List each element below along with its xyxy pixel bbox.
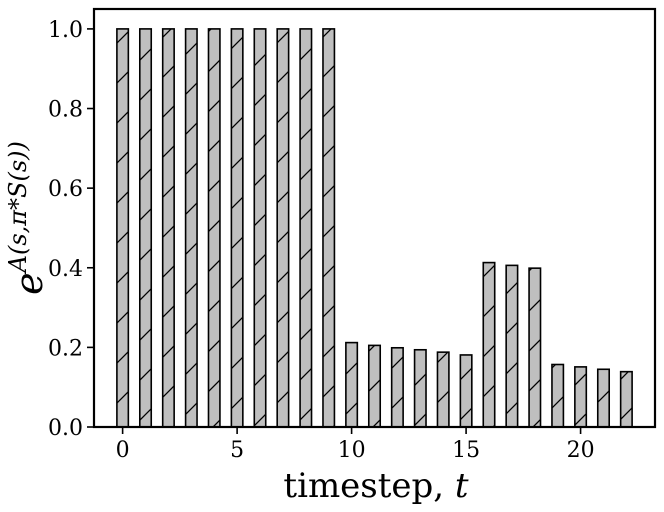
bar-hatch-17 bbox=[505, 264, 519, 428]
x-axis-label: timestep, t bbox=[283, 466, 469, 506]
bar-hatch-13 bbox=[413, 348, 427, 428]
y-axis-ticks: 0.0 0.2 0.4 0.6 0.8 1.0 bbox=[48, 18, 94, 441]
bar-hatch-8 bbox=[299, 28, 313, 428]
bar-hatch-4 bbox=[207, 28, 221, 428]
x-tick-label: 10 bbox=[338, 438, 366, 463]
y-tick-label: 1.0 bbox=[48, 18, 83, 43]
y-tick-label: 0.8 bbox=[48, 98, 83, 123]
bar-hatch-7 bbox=[276, 28, 290, 428]
bar-hatch-11 bbox=[367, 344, 382, 428]
x-tick-label: 15 bbox=[452, 438, 480, 463]
y-axis-label-base: e bbox=[7, 272, 51, 295]
bar-hatch-9 bbox=[322, 28, 336, 428]
bar-hatch-1 bbox=[138, 28, 153, 428]
x-axis-ticks: 0 5 10 15 20 bbox=[116, 427, 595, 463]
y-tick-label: 0.4 bbox=[48, 257, 83, 282]
bar-hatch-14 bbox=[436, 351, 450, 428]
bar-hatch-0 bbox=[116, 28, 130, 428]
y-tick-label: 0.0 bbox=[48, 416, 83, 441]
bar-hatch-3 bbox=[184, 28, 198, 428]
y-axis-label: eA(s,π*S(s)) bbox=[4, 141, 51, 295]
bar-hatch-16 bbox=[482, 261, 496, 428]
bar-hatch-22 bbox=[619, 370, 633, 428]
bar-hatch-12 bbox=[390, 346, 404, 428]
y-tick-label: 0.2 bbox=[48, 336, 83, 361]
x-tick-label: 0 bbox=[116, 438, 130, 463]
bar-hatch-18 bbox=[528, 267, 542, 428]
bar-hatch-10 bbox=[345, 341, 359, 428]
x-axis-label-text: timestep, bbox=[283, 466, 455, 506]
x-axis-label-var: t bbox=[455, 466, 469, 506]
bar-hatch-5 bbox=[230, 28, 244, 428]
y-tick-label: 0.6 bbox=[48, 177, 83, 202]
x-tick-label: 5 bbox=[230, 438, 244, 463]
y-axis-label-exponent: A(s,π*S(s)) bbox=[4, 141, 32, 274]
bar-hatch-15 bbox=[459, 354, 473, 428]
bar-hatch-19 bbox=[551, 363, 565, 428]
bars-group bbox=[116, 28, 633, 428]
plot-frame bbox=[92, 7, 657, 429]
bar-hatch-21 bbox=[596, 368, 611, 428]
bar-hatch-6 bbox=[253, 28, 267, 428]
bar-hatch-20 bbox=[574, 366, 588, 428]
x-tick-label: 20 bbox=[567, 438, 595, 463]
bar-hatch-2 bbox=[161, 28, 175, 428]
